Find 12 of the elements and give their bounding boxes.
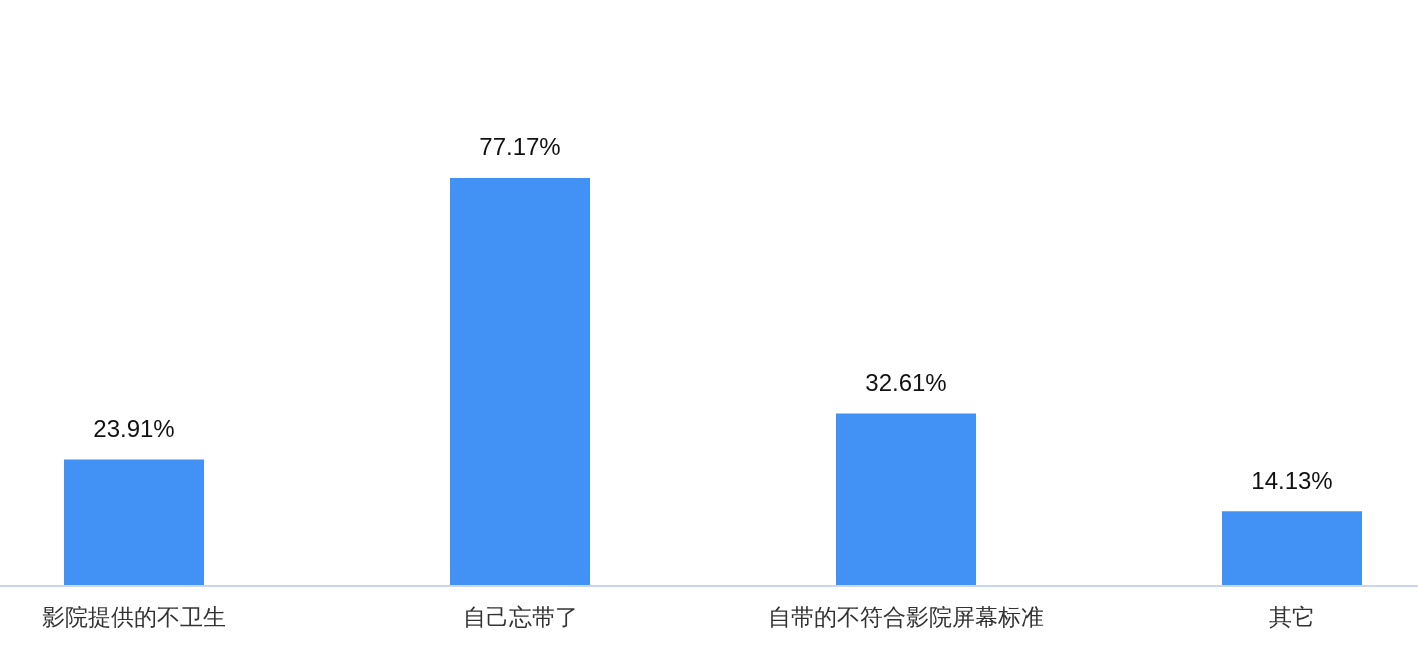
- data-label: 14.13%: [1251, 466, 1333, 494]
- data-label: 23.91%: [93, 414, 175, 442]
- bar: [450, 178, 590, 586]
- data-label: 77.17%: [479, 133, 561, 161]
- x-tick-label: 自己忘带了: [462, 604, 578, 631]
- x-tick-label: 自带的不符合影院屏幕标准: [768, 604, 1044, 631]
- data-label: 32.61%: [865, 368, 947, 396]
- x-tick-label: 其它: [1269, 604, 1315, 631]
- x-tick-label: 影院提供的不卫生: [42, 604, 226, 631]
- bar: [836, 413, 976, 586]
- bar: [1222, 511, 1362, 586]
- bar: [64, 459, 204, 586]
